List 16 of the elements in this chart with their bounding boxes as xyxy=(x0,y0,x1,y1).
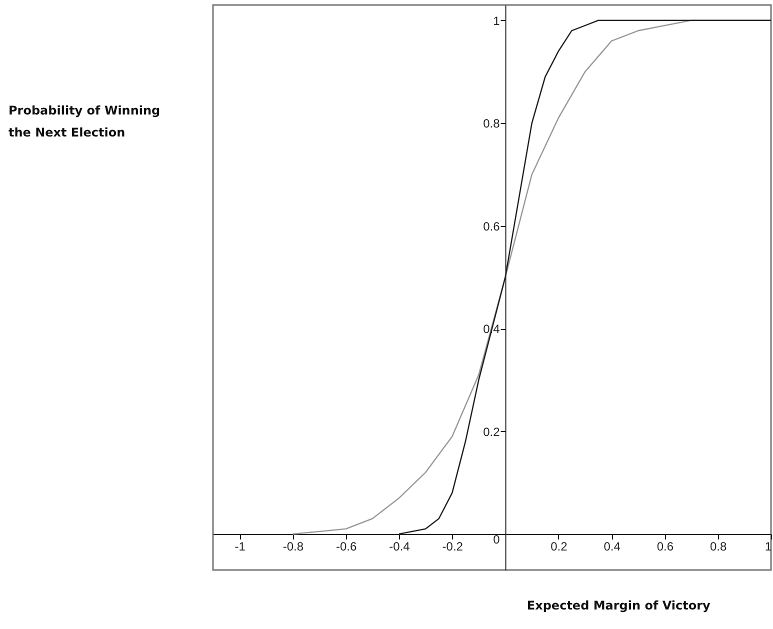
y-tick-label: 0 xyxy=(493,532,500,547)
x-axis-title: Expected Margin of Victory xyxy=(526,598,711,612)
y-tick-label: 0.2 xyxy=(483,424,500,439)
x-tick-label: 0.6 xyxy=(656,540,674,554)
y-tick-label: 1 xyxy=(493,14,500,28)
x-tick-label: -0.6 xyxy=(336,540,358,554)
x-tick-label: -1 xyxy=(234,540,246,554)
x-tick-label: -0.8 xyxy=(282,540,304,554)
x-tick-label: 0.4 xyxy=(604,540,621,554)
y-axis-title: Probability of Winning the Next Election xyxy=(8,104,160,140)
x-tick-label: -0.4 xyxy=(389,540,410,554)
x-tick-label: -0.2 xyxy=(442,540,464,554)
y-tick-label: 0.8 xyxy=(483,116,500,131)
y-tick-label: 0.6 xyxy=(483,219,500,234)
x-tick-label: 0.2 xyxy=(550,540,568,554)
x-tick-label: 0.8 xyxy=(710,540,728,554)
